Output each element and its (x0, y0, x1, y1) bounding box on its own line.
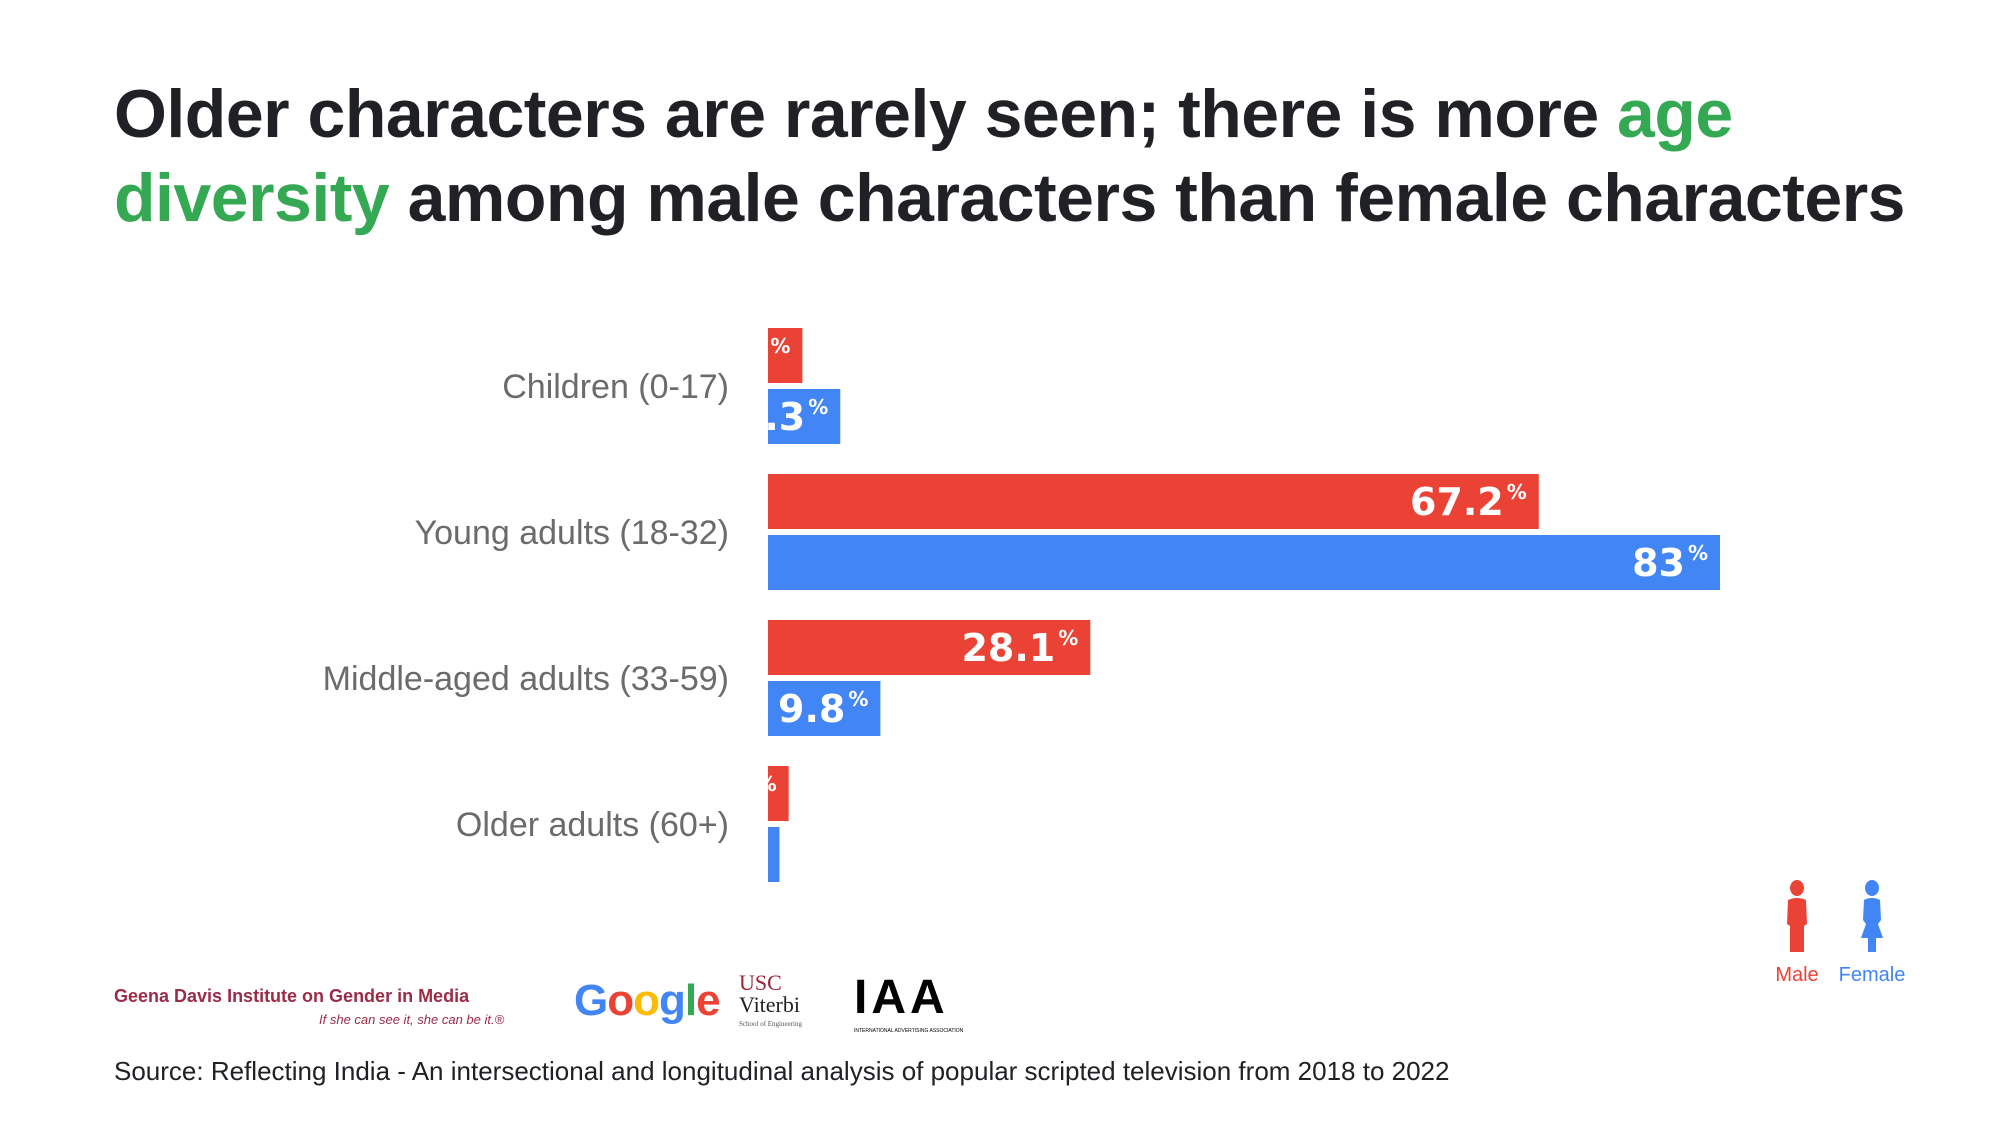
bar-female (768, 681, 881, 736)
value-label: 1% (718, 833, 768, 877)
title-text: Older characters are rarely seen; there … (114, 76, 1618, 152)
title-highlight: age diversity (114, 76, 1733, 236)
source-note: Source: Reflecting India - An intersecti… (114, 1056, 1450, 1086)
legend-female: Female (1832, 880, 1912, 987)
male-figure-icon (1787, 880, 1807, 952)
bar-female (768, 827, 780, 882)
viterbi-text: Viterbi (739, 992, 800, 1017)
bar-male (768, 620, 1091, 675)
title-text-end: among male characters than female charac… (389, 160, 1906, 236)
bar-male (768, 474, 1539, 529)
category-label: Older adults (60+) (456, 806, 729, 844)
iaa-logo: IAA (854, 971, 949, 1024)
value-label: 9.8% (778, 687, 868, 731)
bar-male (768, 766, 789, 821)
category-label: Young adults (18-32) (415, 514, 729, 552)
usc-text: USC (739, 970, 782, 995)
usc-viterbi-logo: USC Viterbi School of Engineering (739, 970, 802, 1029)
school-text: School of Engineering (739, 1020, 802, 1028)
partner-logos: Geena Davis Institute on Gender in Media… (114, 972, 1114, 1042)
category-label: Middle-aged adults (33-59) (323, 660, 729, 698)
value-label: 1.8% (686, 772, 776, 816)
value-label: 28.1% (961, 626, 1078, 670)
legend-male: Male (1757, 880, 1837, 987)
legend-male-label: Male (1775, 964, 1819, 986)
chart-title: Older characters are rarely seen; there … (114, 72, 1974, 240)
value-label: 3% (741, 334, 791, 378)
value-label: 67.2% (1410, 480, 1527, 524)
bar-female (768, 535, 1721, 590)
legend-female-label: Female (1838, 964, 1906, 986)
geena-davis-tagline: If she can see it, she can be it.® (319, 1012, 505, 1027)
iaa-subtext: INTERNATIONAL ADVERTISING ASSOCIATION (854, 1028, 964, 1034)
google-logo: Google (574, 976, 721, 1025)
bar-chart: Children (0-17) 3 % 6.3 % Young adults (18-32… (323, 328, 1721, 882)
value-label: 83% (1632, 541, 1708, 585)
geena-davis-logo: Geena Davis Institute on Gender in Media (114, 986, 470, 1006)
value-label: 6.3% (738, 395, 828, 439)
bar-female (768, 389, 841, 444)
category-label: Children (0-17) (502, 368, 729, 406)
female-figure-icon (1861, 880, 1883, 952)
bar-male (768, 328, 803, 383)
